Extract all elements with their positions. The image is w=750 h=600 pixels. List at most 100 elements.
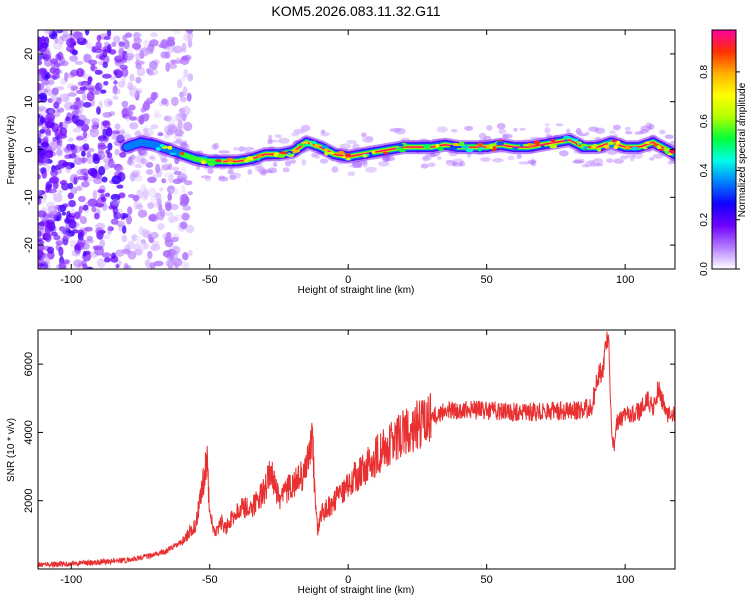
noise-blob — [120, 50, 126, 56]
noise-blob — [168, 174, 175, 184]
noise-blob — [67, 92, 78, 97]
noise-blob — [83, 118, 91, 125]
x-tick-label: 100 — [616, 274, 634, 286]
ridge-haze — [573, 158, 586, 164]
noise-blob — [136, 204, 144, 211]
noise-blob — [120, 128, 126, 135]
noise-blob — [107, 159, 115, 169]
ridge-haze — [566, 128, 571, 135]
noise-blob — [95, 82, 103, 92]
noise-blob — [166, 39, 176, 47]
noise-blob — [138, 115, 145, 125]
noise-blob — [102, 49, 108, 58]
noise-blob — [92, 177, 103, 185]
ridge-spot — [215, 159, 222, 163]
noise-blob — [38, 168, 42, 176]
noise-blob — [80, 123, 90, 132]
noise-blob — [169, 254, 175, 262]
noise-blob — [75, 136, 85, 141]
ridge-haze — [352, 161, 363, 168]
ridge-spot — [540, 145, 545, 149]
noise-blob — [149, 39, 159, 47]
ridge-haze — [620, 155, 629, 160]
ridge-spot — [371, 150, 376, 155]
ridge-haze — [459, 160, 466, 167]
noise-blob — [79, 216, 88, 225]
noise-blob — [140, 47, 150, 57]
noise-blob — [45, 181, 53, 191]
y-tick-label: 0 — [23, 146, 35, 152]
ridge-spot — [477, 149, 482, 152]
noise-blob — [153, 112, 162, 119]
ridge-haze — [422, 156, 431, 160]
ridge-haze — [148, 155, 155, 160]
ridge-spot — [563, 135, 571, 139]
noise-blob — [52, 136, 57, 142]
noise-blob — [158, 43, 168, 49]
noise-blob — [186, 92, 192, 102]
noise-blob — [185, 224, 195, 234]
spectrogram-ridge — [119, 132, 675, 169]
noise-blob — [135, 63, 142, 70]
noise-blob — [55, 211, 62, 222]
chart-title: KOM5.2026.083.11.32.G11 — [271, 3, 440, 19]
noise-blob — [123, 39, 130, 50]
noise-blob — [103, 81, 109, 86]
noise-blob — [51, 73, 61, 80]
noise-blob — [113, 163, 123, 172]
noise-blob — [167, 36, 175, 42]
noise-blob — [124, 53, 134, 61]
noise-blob — [179, 194, 186, 205]
noise-blob — [39, 115, 45, 124]
ridge-haze — [360, 160, 368, 164]
snr-y-label: SNR (10 * v/v) — [6, 418, 17, 482]
noise-blob — [41, 193, 48, 200]
ridge-haze — [594, 127, 606, 134]
noise-blob — [99, 138, 109, 144]
noise-blob — [161, 157, 170, 168]
noise-blob — [53, 62, 61, 68]
noise-blob — [132, 169, 141, 176]
noise-blob — [102, 112, 113, 118]
noise-blob — [182, 189, 187, 195]
noise-blob — [38, 107, 43, 113]
noise-blob — [55, 69, 63, 74]
noise-blob — [145, 259, 151, 269]
ridge-spot — [292, 149, 300, 153]
noise-blob — [179, 96, 187, 103]
noise-blob — [90, 63, 96, 71]
noise-blob — [78, 205, 83, 214]
noise-blob — [114, 148, 120, 156]
noise-blob — [121, 100, 129, 108]
noise-blob — [48, 142, 57, 152]
ridge-spot — [437, 146, 444, 152]
noise-blob — [121, 75, 126, 84]
ridge-spot — [304, 143, 311, 147]
noise-blob — [42, 49, 52, 59]
noise-blob — [40, 256, 51, 266]
colorbar-tick-label: 0.6 — [699, 114, 710, 128]
noise-blob — [70, 208, 76, 217]
noise-blob — [117, 80, 126, 88]
noise-blob — [160, 166, 168, 172]
noise-blob — [131, 42, 142, 50]
ridge-haze — [518, 161, 531, 165]
noise-blob — [62, 232, 71, 240]
noise-blob — [39, 152, 46, 160]
noise-blob — [38, 189, 42, 195]
noise-blob — [66, 37, 76, 48]
noise-blob — [128, 110, 134, 116]
noise-blob — [43, 30, 54, 36]
y-tick-label: -10 — [23, 189, 35, 205]
noise-blob — [143, 242, 150, 250]
noise-blob — [52, 181, 59, 190]
noise-blob — [38, 224, 45, 231]
noise-blob — [40, 141, 50, 148]
ridge-spot — [155, 147, 161, 151]
noise-blob — [56, 142, 63, 149]
ridge-haze — [530, 160, 534, 166]
noise-blob — [90, 168, 98, 179]
noise-blob — [97, 189, 105, 194]
ridge-spot — [452, 142, 460, 146]
noise-blob — [102, 234, 111, 240]
